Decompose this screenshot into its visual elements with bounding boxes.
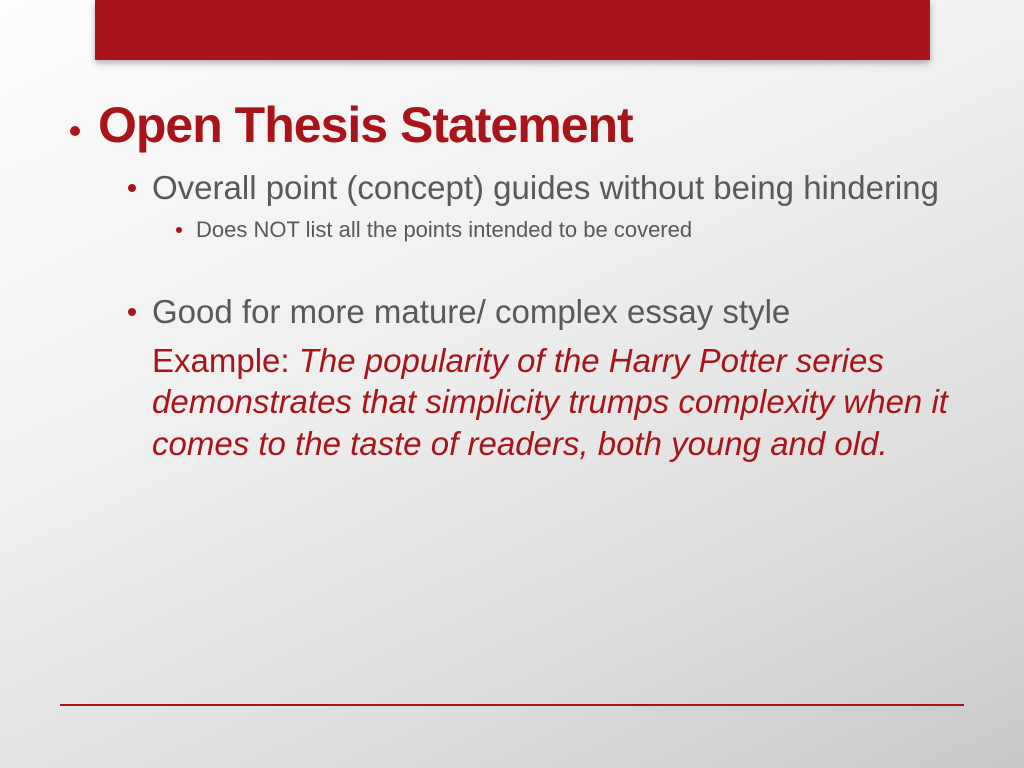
example-paragraph: Example: The popularity of the Harry Pot… <box>152 340 964 464</box>
bullet-icon <box>70 126 80 136</box>
list-item-text: Overall point (concept) guides without b… <box>152 167 939 208</box>
list-item-text: Does NOT list all the points intended to… <box>196 216 692 245</box>
spacer <box>128 263 964 291</box>
slide-content: Open Thesis Statement Overall point (con… <box>70 98 964 464</box>
title-row: Open Thesis Statement <box>70 98 964 153</box>
slide-title: Open Thesis Statement <box>98 98 633 153</box>
header-accent-band <box>95 0 930 60</box>
bullet-icon <box>128 184 136 192</box>
bullet-icon <box>128 308 136 316</box>
footer-divider <box>60 704 964 706</box>
list-item: Good for more mature/ complex essay styl… <box>128 291 964 332</box>
example-label: Example: <box>152 342 299 379</box>
level3-list: Does NOT list all the points intended to… <box>176 216 964 245</box>
list-item: Does NOT list all the points intended to… <box>176 216 964 245</box>
level2-list: Overall point (concept) guides without b… <box>128 167 964 332</box>
bullet-icon <box>176 227 182 233</box>
list-item: Overall point (concept) guides without b… <box>128 167 964 208</box>
list-item-text: Good for more mature/ complex essay styl… <box>152 291 790 332</box>
